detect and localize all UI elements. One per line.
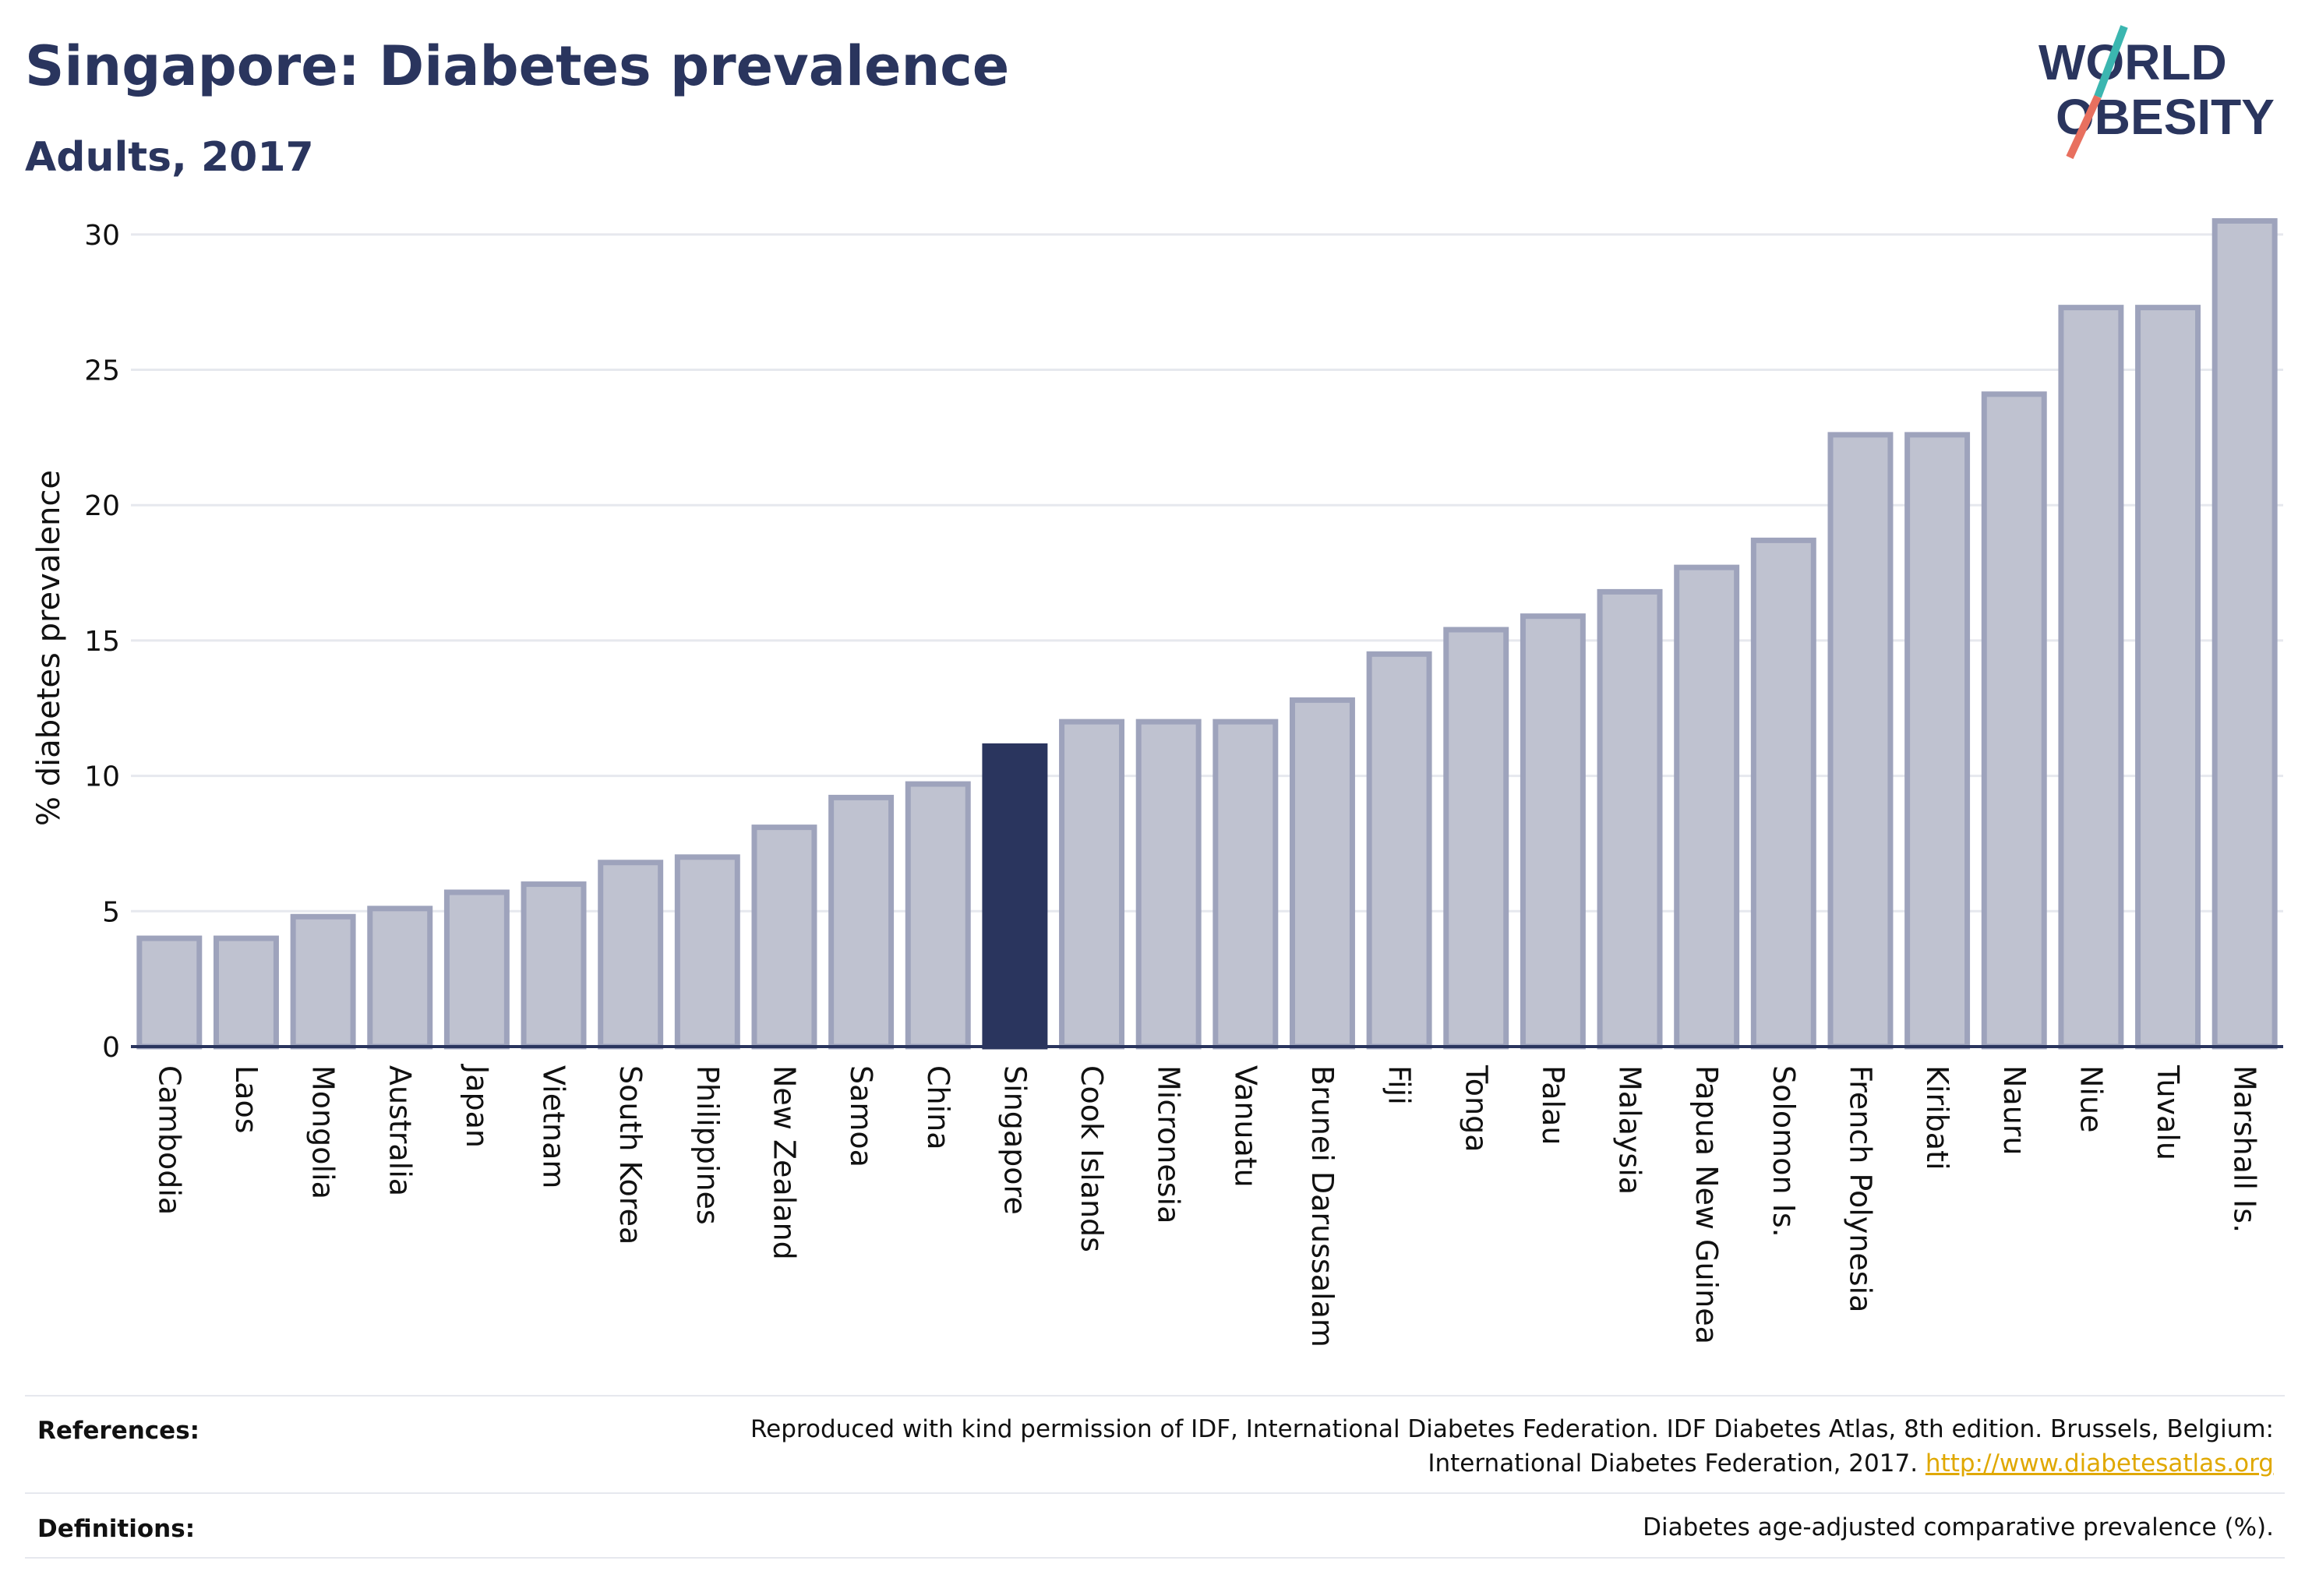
page-title: Singapore: Diabetes prevalence [25,34,1010,98]
y-tick-label: 5 [102,896,120,928]
x-tick-label: Vietnam [537,1065,571,1188]
bar-vietnam [521,881,587,1050]
x-tick-label: New Zealand [767,1065,801,1260]
bar-micronesia [1135,719,1202,1050]
logo-slash-coral [2066,94,2102,160]
footer-divider [25,1492,2285,1494]
bar-tonga [1443,627,1509,1050]
bar-south-korea [598,860,664,1050]
y-tick-label: 15 [84,626,120,658]
x-tick-label: Solomon Is. [1767,1065,1801,1238]
bar-samoa [828,794,895,1050]
x-tick-label: Mongolia [306,1065,341,1199]
definitions-text: Diabetes age-adjusted comparative preval… [1643,1513,2274,1541]
y-tick-label: 0 [102,1032,120,1064]
bar-papua-new-guinea [1674,564,1740,1050]
x-tick-label: Kiribati [1920,1065,1954,1171]
bar-singapore [982,743,1048,1050]
bar-french-polynesia [1827,432,1894,1050]
bar-marshall-is- [2211,217,2278,1050]
x-tick-label: Cook Islands [1075,1065,1109,1252]
x-tick-label: Micronesia [1152,1065,1186,1223]
bar-nauru [1981,391,2047,1050]
bar-laos [213,935,279,1050]
bar-fiji [1366,651,1432,1050]
x-tick-label: Vanuatu [1228,1065,1262,1188]
page-subtitle: Adults, 2017 [25,134,314,181]
world-obesity-logo: WORLD OBESITY [2038,25,2275,160]
bar-palau [1520,613,1586,1050]
definitions-label: Definitions: [37,1515,196,1543]
references-link[interactable]: http://www.diabetesatlas.org [1925,1449,2274,1478]
y-tick-label: 25 [84,355,120,387]
x-tick-label: Samoa [844,1065,878,1167]
bar-japan [443,889,510,1050]
bar-philippines [674,854,740,1050]
bar-vanuatu [1213,719,1279,1050]
footer-divider [25,1557,2285,1559]
x-tick-label: Philippines [690,1065,725,1225]
bar-tuvalu [2135,305,2201,1050]
x-tick-label: Malaysia [1613,1065,1647,1195]
x-tick-label: French Polynesia [1843,1065,1877,1312]
y-tick-label: 30 [84,220,120,252]
x-tick-label: Australia [383,1065,417,1196]
bar-solomon-is- [1750,537,1816,1050]
logo-slash-teal [2094,25,2128,98]
x-tick-label: Marshall Is. [2228,1065,2262,1233]
footer-divider [25,1395,2285,1396]
x-tick-label: Palau [1536,1065,1570,1145]
bar-chart: 0 5 10 15 20 25 30 % diabetes prevalence Cambodi… [31,217,2283,1347]
x-tick-label: Niue [2074,1065,2108,1132]
references-label: References: [37,1417,200,1445]
bar-malaysia [1597,588,1663,1050]
x-tick-label: Tuvalu [2151,1065,2185,1160]
bar-brunei-darussalam [1289,697,1355,1050]
bar-cambodia [136,935,203,1050]
x-tick-label: Singapore [997,1065,1032,1215]
logo-text-line1: WORLD [2038,34,2227,90]
bar-china [905,781,971,1050]
references-text: Reproduced with kind permission of IDF, … [750,1412,2274,1481]
x-tick-label: Nauru [1997,1065,2031,1156]
bar-new-zealand [751,824,817,1050]
x-tick-label: Tonga [1459,1065,1493,1153]
x-tick-label: Cambodia [152,1065,186,1215]
bar-kiribati [1904,432,1971,1050]
x-tick-label: Papua New Guinea [1689,1065,1724,1344]
x-tick-label: Brunei Darussalam [1305,1065,1340,1347]
y-tick-label: 10 [84,761,120,793]
x-tick-label: Japan [460,1064,494,1148]
references-line1: Reproduced with kind permission of IDF, … [750,1415,2274,1443]
y-axis-label: % diabetes prevalence [31,470,67,826]
bar-niue [2058,305,2124,1050]
x-tick-label: Laos [229,1065,263,1134]
bar-australia [367,906,433,1050]
x-tick-label: Fiji [1382,1065,1417,1105]
bar-mongolia [290,913,356,1050]
x-tick-label: China [921,1065,955,1150]
y-tick-label: 20 [84,490,120,522]
x-tick-label: South Korea [613,1065,648,1245]
references-line2: International Diabetes Federation, 2017. [1428,1449,1918,1478]
bar-cook-islands [1059,719,1125,1050]
